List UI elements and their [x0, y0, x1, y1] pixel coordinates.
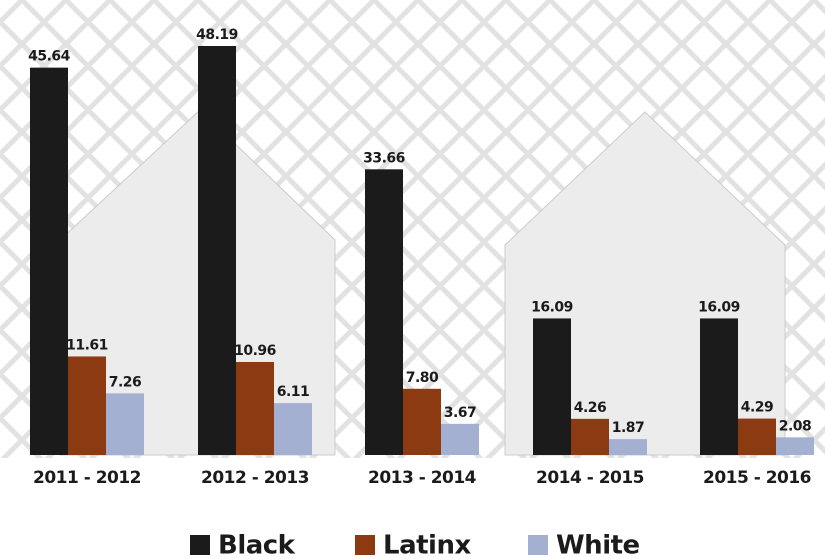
x-tick-label: 2011 - 2012 [33, 468, 141, 488]
value-label: 4.26 [574, 400, 607, 416]
legend-label: Black [218, 531, 296, 559]
legend-swatch [190, 535, 210, 555]
x-tick-label: 2013 - 2014 [368, 468, 477, 488]
x-tick-label: 2014 - 2015 [536, 468, 644, 488]
bar [236, 361, 274, 455]
value-label: 16.09 [531, 299, 573, 315]
bar [198, 46, 236, 455]
value-label: 11.61 [66, 337, 108, 353]
bar [274, 403, 312, 455]
bar [533, 318, 571, 455]
bar [365, 169, 403, 455]
bar [738, 418, 776, 455]
x-tick-label: 2012 - 2013 [201, 468, 309, 488]
x-tick-label: 2015 - 2016 [703, 468, 811, 488]
value-label: 4.29 [741, 400, 774, 416]
bar [700, 318, 738, 455]
bar [441, 423, 479, 455]
legend-swatch [528, 535, 548, 555]
legend-label: Latinx [383, 531, 471, 559]
bar [403, 388, 441, 455]
value-label: 10.96 [234, 343, 276, 359]
bar [68, 356, 106, 455]
bar [609, 439, 647, 455]
bar [30, 67, 68, 455]
value-label: 48.19 [196, 27, 238, 43]
legend-swatch [355, 535, 375, 555]
legend-label: White [556, 531, 640, 559]
value-label: 7.26 [109, 374, 142, 390]
value-label: 3.67 [444, 405, 477, 421]
value-label: 6.11 [277, 384, 310, 400]
value-label: 2.08 [779, 418, 812, 434]
value-label: 1.87 [612, 420, 645, 436]
value-label: 33.66 [363, 150, 405, 166]
value-label: 16.09 [698, 299, 740, 315]
bar [776, 437, 814, 455]
value-label: 7.80 [406, 370, 439, 386]
value-label: 45.64 [28, 49, 71, 65]
bar [106, 393, 144, 455]
bar [571, 418, 609, 455]
